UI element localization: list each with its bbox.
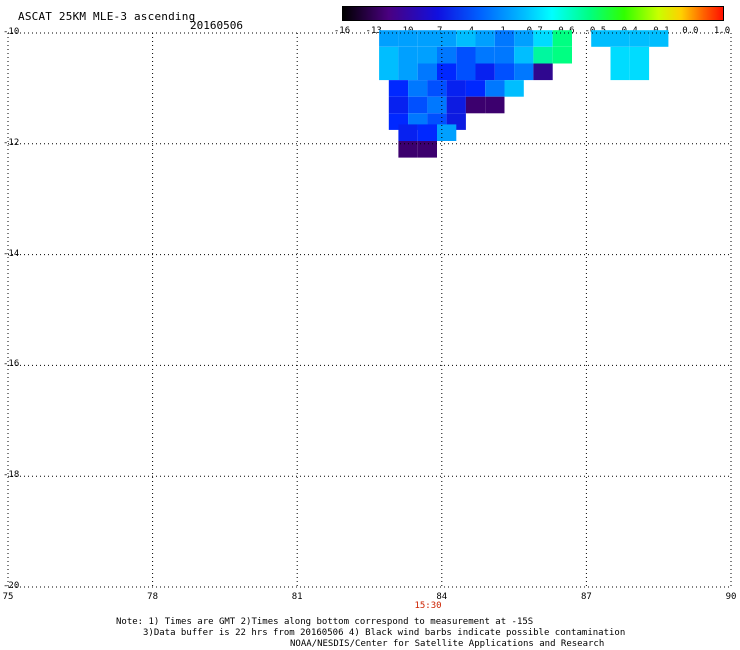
heatmap-cell	[456, 46, 476, 64]
x-tick-label: 81	[291, 592, 303, 602]
heatmap-cell	[494, 30, 515, 47]
heatmap-cell	[475, 30, 495, 47]
heatmap-cell	[456, 30, 476, 47]
heatmap-cell	[398, 124, 418, 141]
heatmap-cell	[610, 46, 630, 64]
chart-title: ASCAT 25KM MLE-3 ascending	[18, 10, 196, 23]
heatmap-cell	[552, 30, 572, 47]
heatmap-cell	[379, 63, 399, 81]
heatmap-cell	[514, 46, 534, 64]
y-tick-label: -16	[3, 359, 20, 370]
time-label: 15:30	[414, 601, 442, 611]
y-tick-label: -18	[3, 470, 20, 481]
x-tick-label: 78	[147, 592, 159, 602]
x-tick-label: 75	[2, 592, 14, 602]
y-tick-label: -12	[3, 137, 20, 148]
heatmap-cell	[494, 63, 515, 81]
heatmap-cell	[398, 141, 418, 158]
heatmap-cell	[504, 80, 524, 97]
heatmap-cell	[437, 63, 457, 81]
colorbar-label: 1.0	[713, 26, 731, 36]
heatmap-cell	[379, 30, 399, 47]
heatmap-cell	[610, 63, 630, 81]
heatmap-cell	[398, 30, 418, 47]
heatmap-cell	[456, 63, 476, 81]
heatmap-cell	[610, 30, 630, 47]
heatmap-cell	[408, 80, 428, 97]
heatmap-cell	[591, 30, 611, 47]
heatmap-cell	[629, 46, 650, 64]
heatmap-cell	[533, 30, 553, 47]
x-tick-label: 84	[436, 592, 448, 602]
heatmap-cell	[485, 96, 505, 114]
footer-credit: NOAA/NESDIS/Center for Satellite Applica…	[290, 639, 605, 649]
x-tick-label: 87	[580, 592, 592, 602]
heatmap-cell	[379, 46, 399, 64]
heatmap-cell	[446, 96, 466, 114]
heatmap-cell	[388, 96, 409, 114]
heatmap-cell	[437, 46, 457, 64]
heatmap-cell	[475, 63, 495, 81]
chart-date: 20160506	[190, 19, 243, 32]
y-tick-label: -14	[3, 248, 20, 259]
heatmap-cell	[398, 46, 418, 64]
heatmap-cell	[417, 63, 437, 81]
x-tick-label: 90	[725, 592, 737, 602]
heatmap-cell	[629, 63, 650, 81]
heatmap-cell	[629, 30, 650, 47]
heatmap-cell	[475, 46, 495, 64]
heatmap-cell	[427, 96, 447, 114]
footer-note-2: 3)Data buffer is 22 hrs from 20160506 4)…	[143, 628, 626, 638]
heatmap-cell	[437, 30, 457, 47]
heatmap-cell	[408, 96, 428, 114]
colorbar-label: 0.0	[682, 26, 699, 36]
heatmap-cell	[533, 63, 553, 81]
heatmap-cell	[427, 80, 447, 97]
heatmap-cell	[533, 46, 553, 64]
heatmap-cell	[417, 141, 437, 158]
heatmap-cell	[437, 124, 457, 141]
heatmap-cell	[465, 80, 486, 97]
colorbar	[342, 6, 724, 21]
heatmap-cell	[398, 63, 418, 81]
heatmap-cell	[446, 80, 466, 97]
heatmap-cell	[485, 80, 505, 97]
heatmap-cell	[649, 30, 669, 47]
colorbar-label: -13	[365, 26, 382, 36]
footer-note-1: Note: 1) Times are GMT 2)Times along bot…	[116, 617, 534, 627]
heatmap-cell	[417, 124, 437, 141]
heatmap-cell	[417, 46, 437, 64]
heatmap-cell	[514, 30, 534, 47]
colorbar-label: -16	[333, 26, 351, 36]
heatmap-cell	[465, 96, 486, 114]
y-tick-label: -10	[3, 27, 20, 37]
heatmap-cell	[417, 30, 437, 47]
y-tick-label: -20	[3, 581, 20, 591]
heatmap-cell	[388, 80, 409, 97]
heatmap-cell	[494, 46, 515, 64]
heatmap-cell	[552, 46, 572, 64]
heatmap-cell	[514, 63, 534, 81]
